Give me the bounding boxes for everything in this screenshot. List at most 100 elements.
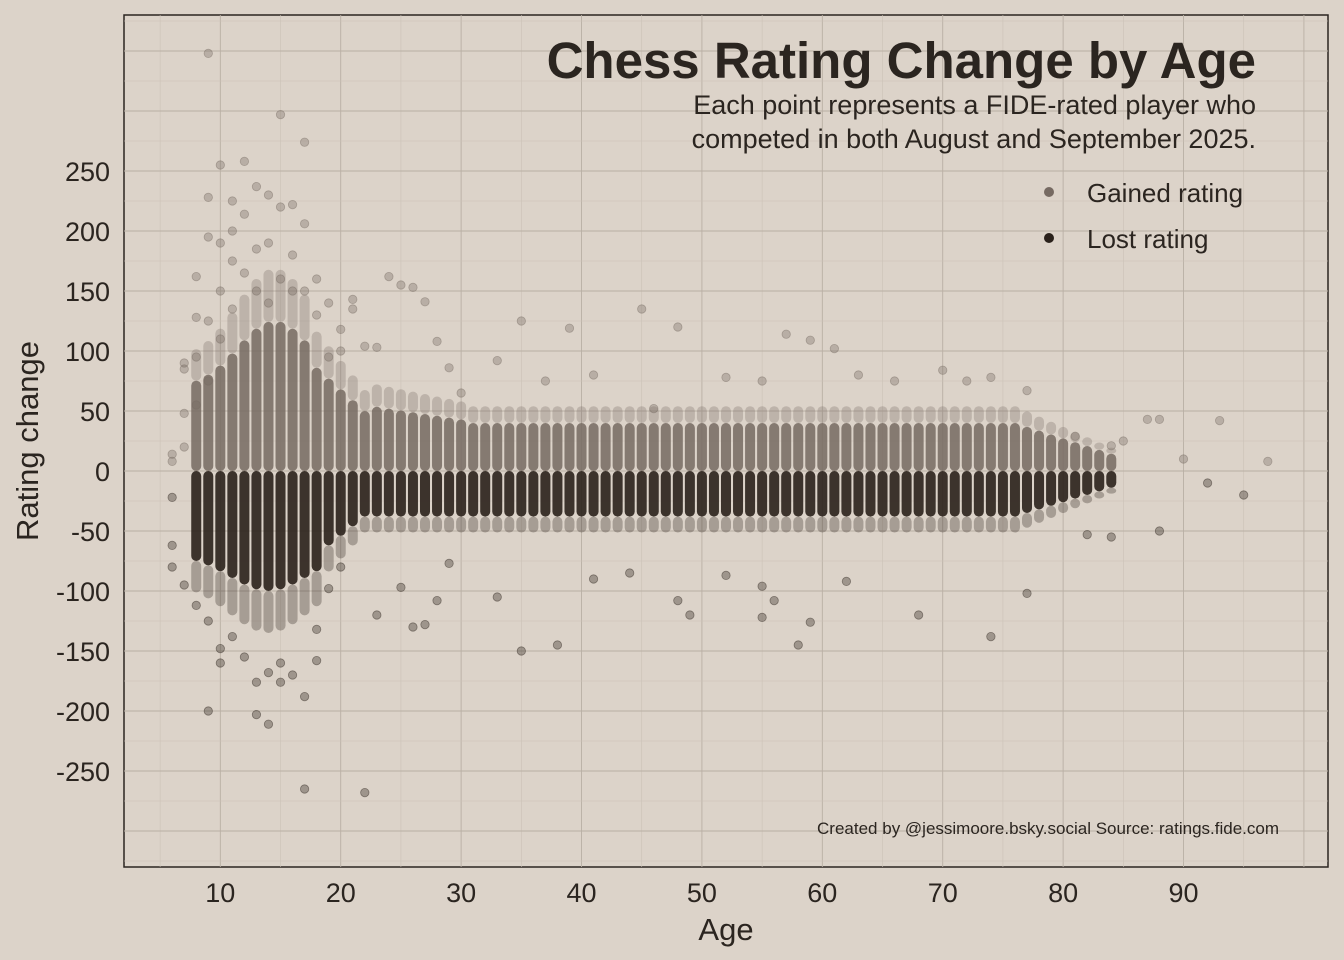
gain-band: [985, 423, 996, 471]
loss-band: [672, 471, 683, 517]
loss-band-fringe: [973, 516, 984, 533]
y-tick-label: -150: [56, 637, 110, 667]
point-gained: [227, 304, 237, 314]
gain-band-fringe: [817, 406, 828, 423]
gain-band: [335, 389, 346, 471]
point-gained: [637, 304, 647, 314]
point-lost: [914, 610, 924, 620]
gain-band-fringe: [407, 391, 418, 413]
point-gained: [299, 219, 310, 229]
loss-band: [1070, 471, 1081, 499]
chart-subtitle-line-1: Each point represents a FIDE-rated playe…: [693, 90, 1256, 120]
gain-band: [227, 353, 238, 471]
point-gained: [167, 456, 177, 466]
gain-band: [1082, 446, 1093, 471]
point-gained: [384, 271, 394, 282]
loss-band-fringe: [407, 516, 418, 533]
gain-band-fringe: [444, 398, 455, 418]
gain-band: [817, 423, 828, 471]
loss-band: [564, 471, 575, 517]
y-tick-label: 200: [65, 217, 110, 247]
loss-band: [805, 471, 816, 517]
gain-band: [504, 423, 515, 471]
gain-band-fringe: [1009, 406, 1020, 423]
point-gained: [360, 341, 370, 351]
loss-band-fringe: [672, 516, 683, 533]
loss-band-fringe: [817, 516, 828, 533]
gain-band-fringe: [672, 406, 683, 423]
loss-band: [504, 471, 515, 517]
point-gained: [275, 274, 286, 284]
gain-band-fringe: [793, 406, 804, 423]
gain-band: [588, 423, 599, 471]
loss-band-fringe: [997, 516, 1008, 533]
point-lost: [1239, 490, 1249, 500]
legend-label-lost: Lost rating: [1087, 224, 1208, 254]
point-gained: [348, 294, 358, 304]
point-gained: [757, 376, 767, 386]
point-gained: [721, 372, 731, 382]
point-lost: [757, 581, 767, 591]
point-lost: [757, 612, 767, 623]
gain-band-fringe: [660, 406, 671, 423]
gain-band: [708, 423, 719, 471]
y-axis-title: Rating change: [10, 341, 45, 541]
data-points: [167, 48, 1273, 798]
loss-band-fringe: [371, 516, 382, 533]
loss-band: [383, 471, 394, 517]
y-tick-label: -250: [56, 757, 110, 787]
gain-band-fringe: [684, 406, 695, 423]
loss-band: [1009, 471, 1020, 517]
gain-band: [576, 423, 587, 471]
loss-band: [624, 471, 635, 517]
density-bands: [191, 269, 1117, 633]
loss-band: [371, 471, 382, 517]
loss-band: [480, 471, 491, 517]
loss-band: [347, 471, 358, 527]
chart-subtitle-line-2: competed in both August and September 20…: [692, 124, 1256, 154]
point-gained: [287, 250, 298, 260]
point-lost: [215, 643, 225, 654]
point-gained: [287, 286, 298, 296]
loss-band: [925, 471, 936, 517]
loss-band: [215, 471, 226, 572]
gain-band: [492, 423, 503, 471]
gain-band-fringe: [456, 401, 467, 420]
loss-band: [191, 471, 202, 561]
loss-band-fringe: [961, 516, 972, 533]
point-gained: [251, 286, 262, 296]
x-axis-title: Age: [698, 912, 753, 947]
point-gained: [673, 322, 683, 332]
point-lost: [167, 540, 177, 551]
loss-band-fringe: [383, 516, 394, 533]
point-lost: [588, 574, 599, 584]
point-gained: [275, 202, 286, 212]
loss-band-fringe: [444, 516, 455, 533]
point-lost: [167, 492, 177, 502]
point-gained: [336, 324, 346, 334]
loss-band: [395, 471, 406, 517]
point-gained: [191, 400, 201, 410]
gain-band-fringe: [636, 406, 647, 423]
loss-band-fringe: [311, 571, 322, 607]
gain-band-fringe: [1082, 437, 1093, 447]
point-gained: [1142, 414, 1153, 424]
gain-band: [925, 423, 936, 471]
gain-band-fringe: [528, 406, 539, 423]
loss-band-fringe: [576, 516, 587, 533]
point-lost: [179, 580, 189, 590]
loss-band-fringe: [745, 516, 756, 533]
gain-band: [733, 423, 744, 471]
point-gained: [853, 370, 864, 380]
loss-band: [432, 471, 443, 517]
point-gained: [227, 256, 237, 266]
gain-band-fringe: [805, 406, 816, 423]
loss-band-fringe: [949, 516, 960, 533]
loss-band: [648, 471, 659, 517]
loss-band-fringe: [347, 526, 358, 546]
point-gained: [372, 342, 382, 352]
loss-band-fringe: [925, 516, 936, 533]
point-gained: [239, 156, 249, 166]
point-lost: [432, 595, 442, 606]
legend: Gained rating Lost rating: [1044, 178, 1243, 254]
